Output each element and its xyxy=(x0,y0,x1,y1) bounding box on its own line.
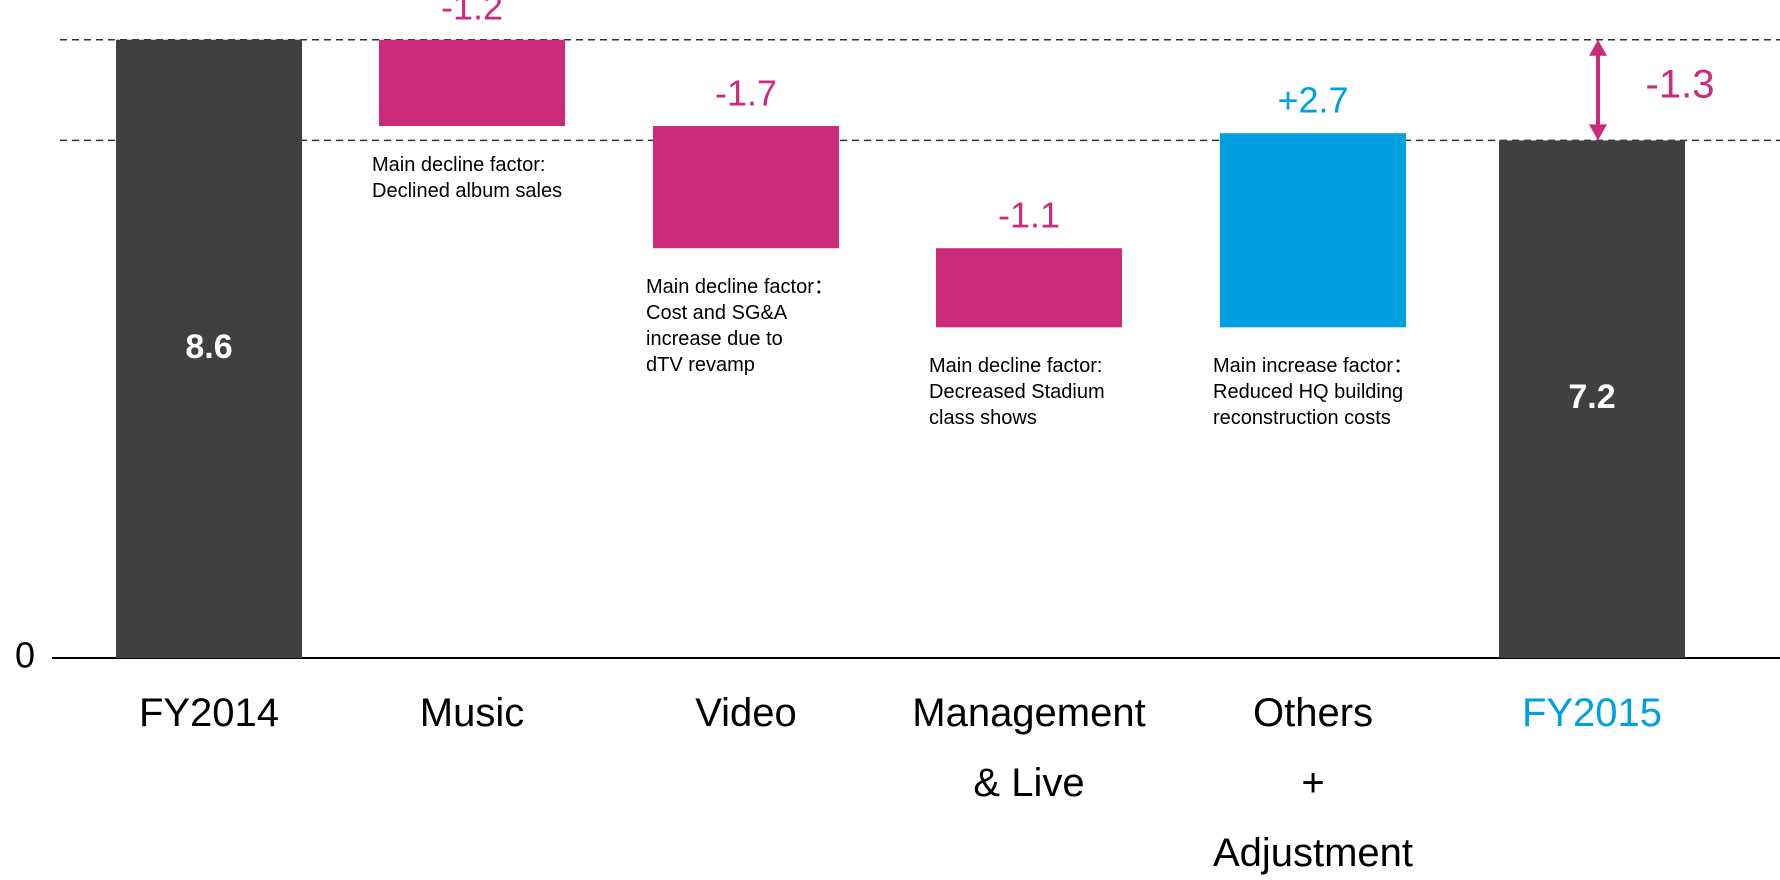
x-tick-label: Music xyxy=(419,691,525,735)
bar xyxy=(936,248,1122,328)
x-tick-label: Others + Adjustment xyxy=(1212,691,1414,875)
bar xyxy=(1220,133,1406,328)
bar xyxy=(116,39,302,658)
annotation: Main decline factor： Cost and SG&A incre… xyxy=(646,276,834,377)
value-label: -1.2 xyxy=(441,0,503,27)
x-tick-label: Video xyxy=(695,691,797,735)
value-label: 8.6 xyxy=(185,328,232,366)
value-label: -1.7 xyxy=(715,73,777,114)
annotation: Main increase factor： Reduced HQ buildin… xyxy=(1213,355,1414,430)
x-tick-label: FY2015 xyxy=(1521,691,1663,735)
arrow-head xyxy=(1589,39,1607,56)
y-tick-label: 0 xyxy=(15,635,35,676)
annotation: Main decline factor: Declined album sale… xyxy=(372,154,563,203)
bar xyxy=(653,126,839,249)
value-label: 7.2 xyxy=(1568,378,1615,416)
value-label: -1.1 xyxy=(998,195,1060,236)
x-tick-label: FY2014 xyxy=(138,691,280,735)
value-label: +2.7 xyxy=(1277,80,1348,121)
bar xyxy=(1499,140,1685,658)
difference-label: -1.3 xyxy=(1646,63,1715,107)
arrow-head xyxy=(1589,124,1607,141)
x-tick-label: Management & Live xyxy=(912,691,1146,805)
bar xyxy=(379,39,565,127)
annotation: Main decline factor: Decreased Stadium c… xyxy=(929,355,1105,430)
